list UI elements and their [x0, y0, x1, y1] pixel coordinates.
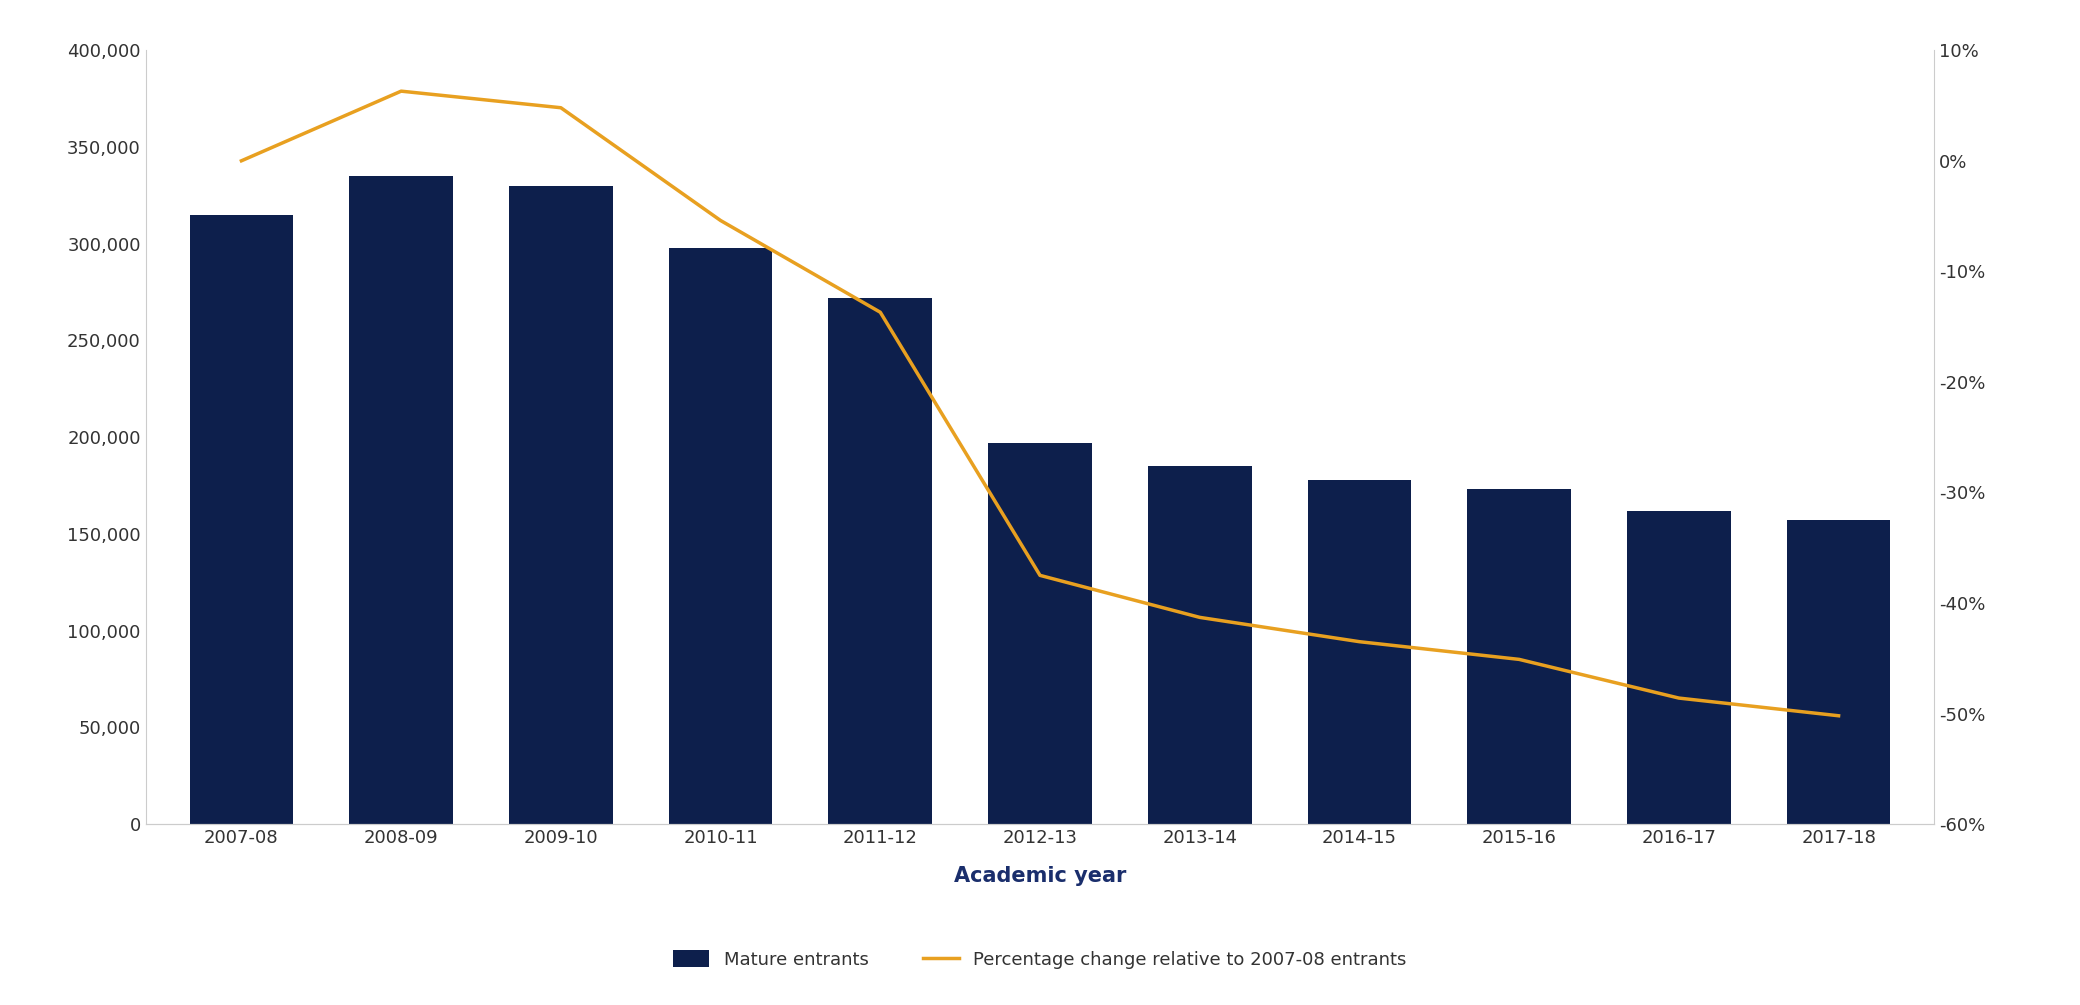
- Percentage change relative to 2007-08 entrants: [1348, 636, 1373, 648]
- Bar: [1787, 521, 1891, 824]
- Bar: [1627, 511, 1731, 824]
- Bar: [189, 215, 293, 824]
- Percentage change relative to 2007-08 entrants: [707, 214, 732, 226]
- Bar: [1148, 466, 1252, 824]
- Percentage change relative to 2007-08 entrants: [1506, 653, 1531, 665]
- Percentage change relative to 2007-08 entrants: [1188, 611, 1213, 623]
- Percentage change relative to 2007-08 entrants: [1666, 692, 1691, 705]
- Bar: [349, 176, 453, 824]
- X-axis label: Academic year: Academic year: [955, 866, 1125, 886]
- Bar: [668, 247, 772, 824]
- Percentage change relative to 2007-08 entrants: [867, 307, 892, 319]
- Percentage change relative to 2007-08 entrants: [389, 85, 414, 97]
- Legend: Mature entrants, Percentage change relative to 2007-08 entrants: Mature entrants, Percentage change relat…: [666, 943, 1414, 976]
- Bar: [988, 443, 1092, 824]
- Line: Percentage change relative to 2007-08 entrants: Percentage change relative to 2007-08 en…: [241, 91, 1839, 716]
- Percentage change relative to 2007-08 entrants: [1028, 569, 1052, 581]
- Percentage change relative to 2007-08 entrants: [1826, 710, 1851, 722]
- Percentage change relative to 2007-08 entrants: [549, 102, 574, 114]
- Bar: [510, 186, 614, 824]
- Bar: [1308, 479, 1412, 824]
- Bar: [828, 297, 932, 824]
- Percentage change relative to 2007-08 entrants: [229, 155, 254, 167]
- Bar: [1466, 489, 1570, 824]
